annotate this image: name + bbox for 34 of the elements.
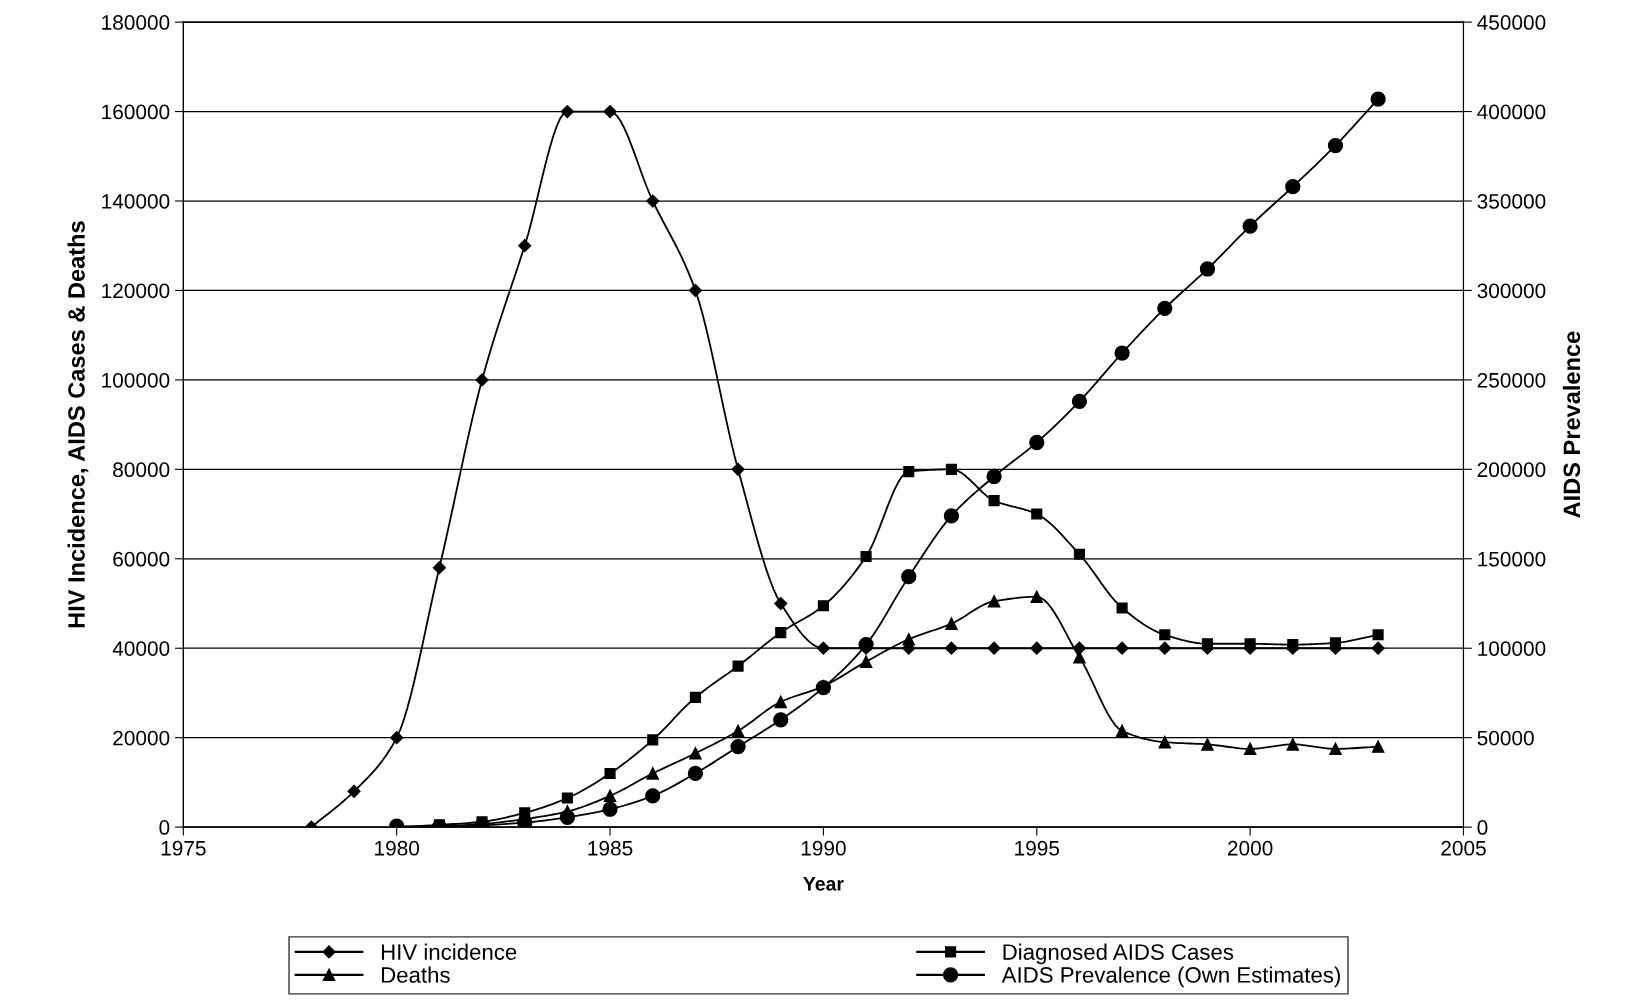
y-tick-label: 60000 <box>113 551 170 567</box>
y-tick-label: 20000 <box>113 730 170 746</box>
y2-tick-label: 0 <box>1477 820 1488 835</box>
y2-tick-label: 300000 <box>1477 283 1546 299</box>
y-tick-label: 0 <box>159 820 170 835</box>
y2-tick-label: 150000 <box>1478 551 1546 567</box>
y-tick-label: 120000 <box>102 283 170 299</box>
y2-tick-label: 100000 <box>1478 641 1546 656</box>
y2-tick-label: 450000 <box>1477 15 1546 30</box>
y2-tick-label: 400000 <box>1477 104 1546 120</box>
y-tick-label: 80000 <box>113 462 170 478</box>
y-tick-label: 180000 <box>102 15 170 30</box>
y-tick-label: 140000 <box>102 194 170 209</box>
y2-axis-title: AIDS Prevalence <box>1562 331 1581 518</box>
y-axis-title: HIV Incidence, AIDS Cases & Deaths <box>67 221 89 628</box>
y2-tick-label: 250000 <box>1477 372 1546 388</box>
legend-label: Diagnosed AIDS Cases <box>1003 943 1234 965</box>
y-tick-label: 40000 <box>112 641 170 656</box>
x-axis-title: Year <box>803 877 844 891</box>
x-tick-label: 1995 <box>1015 840 1060 856</box>
x-tick-label: 2005 <box>1441 840 1486 856</box>
legend-label: AIDS Prevalence (Own Estimates) <box>1001 966 1340 988</box>
legend-label: HIV incidence <box>381 943 517 960</box>
legend-label: Deaths <box>381 966 450 983</box>
x-tick-label: 1975 <box>161 840 206 856</box>
x-tick-label: 1990 <box>801 840 846 856</box>
x-tick-label: 1980 <box>375 840 420 856</box>
y2-tick-label: 200000 <box>1477 462 1546 478</box>
y-tick-label: 100000 <box>102 372 170 388</box>
y2-tick-label: 50000 <box>1477 730 1534 746</box>
x-tick-label: 1985 <box>588 840 633 856</box>
y-tick-label: 160000 <box>102 104 170 120</box>
x-tick-label: 2000 <box>1228 840 1273 856</box>
y2-tick-label: 350000 <box>1477 194 1546 209</box>
